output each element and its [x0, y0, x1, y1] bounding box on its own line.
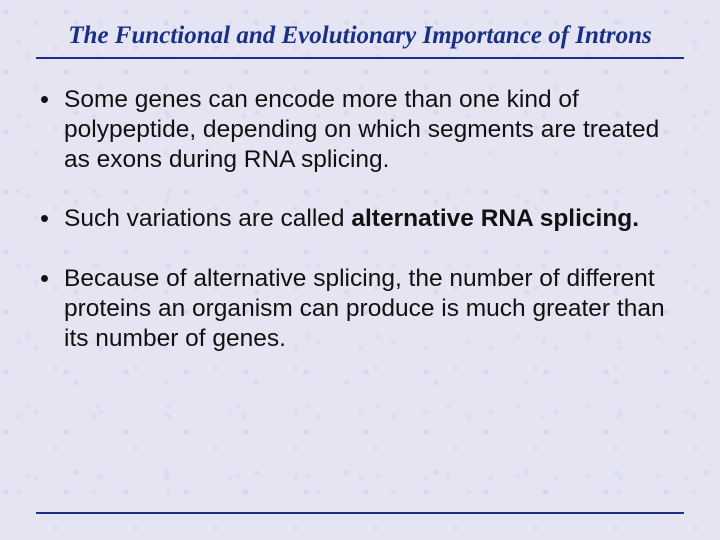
bullet-text-bold: alternative RNA splicing. — [351, 205, 639, 232]
bullet-text-run: Because of alternative splicing, the num… — [64, 265, 665, 352]
title-underline — [36, 57, 684, 59]
bullet-text-run: Some genes can encode more than one kind… — [64, 86, 659, 173]
slide: The Functional and Evolutionary Importan… — [0, 0, 720, 540]
list-item: Such variations are called alternative R… — [36, 204, 684, 234]
bullet-text: Because of alternative splicing, the num… — [64, 265, 665, 352]
bullet-text-run: Such variations are called — [64, 205, 351, 232]
list-item: Because of alternative splicing, the num… — [36, 264, 684, 354]
bottom-underline — [36, 512, 684, 514]
slide-title: The Functional and Evolutionary Importan… — [40, 22, 680, 51]
bullet-text: Such variations are called alternative R… — [64, 205, 639, 232]
list-item: Some genes can encode more than one kind… — [36, 85, 684, 175]
bullet-list: Some genes can encode more than one kind… — [36, 85, 684, 354]
bullet-text: Some genes can encode more than one kind… — [64, 86, 659, 173]
